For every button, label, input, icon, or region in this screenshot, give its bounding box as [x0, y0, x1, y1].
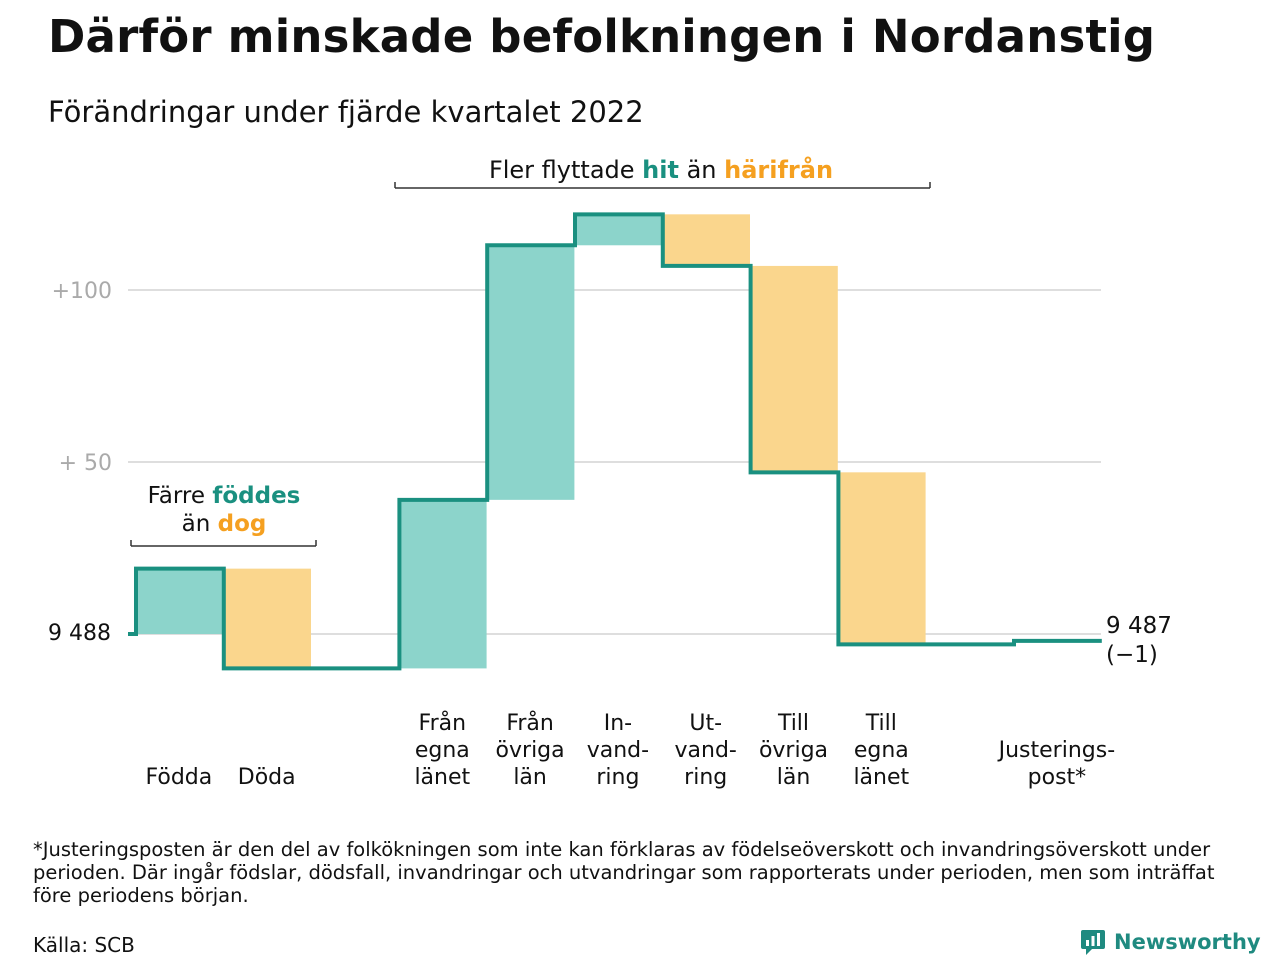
bar-7 [750, 265, 838, 473]
births-bracket [130, 540, 317, 547]
bar-layer [136, 214, 926, 669]
cumulative-step-line [128, 212, 1102, 671]
bar-6 [662, 214, 750, 266]
footnote: *Justeringsposten är den del av folkökni… [33, 838, 1215, 907]
category-label-8: Till egna länet [853, 711, 909, 790]
category-label-3: Från egna länet [414, 710, 470, 790]
y-tick-label-1: + 50 [59, 451, 112, 476]
brand-name: Newsworthy [1114, 930, 1261, 954]
line-layer [128, 212, 1102, 671]
bar-4 [487, 245, 575, 500]
category-label-10: Justerings-post* [997, 738, 1116, 790]
migration-bracket [394, 182, 931, 189]
bar-3 [399, 499, 487, 669]
start-value-label: 9 488 [48, 621, 111, 646]
category-label-5: In-vand-ring [587, 711, 649, 790]
births-annotation-line1: Färre föddes [148, 483, 301, 509]
source-note: Källa: SCB [33, 933, 135, 957]
newsworthy-logo-icon [1081, 930, 1105, 955]
y-tick-label-0: +100 [52, 279, 112, 304]
bar-8 [838, 472, 926, 645]
category-label-7: Till övriga län [759, 711, 828, 790]
grid-layer: +100 + 50 [52, 279, 1101, 635]
category-label-6: Ut-vand-ring [675, 711, 737, 790]
category-label-4: Från övriga län [496, 710, 565, 790]
end-change-label: (−1) [1106, 642, 1158, 668]
births-annotation-line2: än dog [182, 511, 267, 537]
migration-annotation: Fler flyttade hit än härifrån [489, 155, 833, 184]
bar-5 [575, 214, 663, 246]
bar-0 [136, 568, 224, 634]
end-value-label: 9 487 [1106, 613, 1172, 639]
bar-1 [223, 568, 311, 669]
chart-subtitle: Förändringar under fjärde kvartalet 2022 [48, 95, 644, 129]
waterfall-chart: +100 + 50 Födda Döda Från egna länet Från övrig… [48, 155, 1172, 790]
category-label-0: Födda [146, 765, 213, 790]
brand: Newsworthy [1080, 928, 1261, 956]
category-label-1: Döda [238, 765, 296, 790]
label-layer: Födda Döda Från egna länet Från övriga län In-va… [48, 613, 1172, 790]
chart-title: Därför minskade befolkningen i Nordansti… [48, 10, 1156, 63]
